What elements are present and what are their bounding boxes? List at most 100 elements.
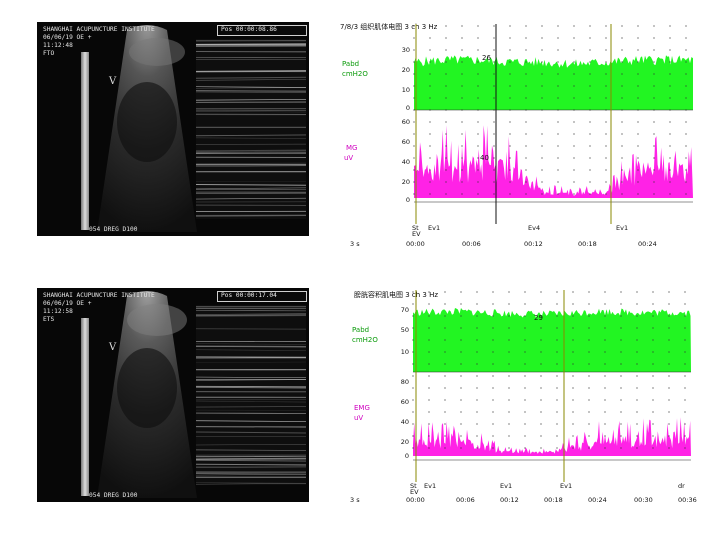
grid-dot: [413, 61, 415, 63]
grid-dot: [460, 387, 462, 389]
grid-dot: [428, 351, 430, 353]
m-mode-line: [196, 152, 306, 154]
grid-dot: [461, 169, 463, 171]
grid-dot: [492, 339, 494, 341]
grid-dot: [668, 375, 670, 377]
grid-dot: [620, 291, 622, 293]
grayscale-bar: [81, 52, 89, 230]
grid-dot: [412, 315, 414, 317]
grid-dot: [540, 363, 542, 365]
grid-dot: [509, 193, 511, 195]
grid-dot: [492, 303, 494, 305]
m-mode-line: [196, 79, 306, 81]
grid-dot: [428, 399, 430, 401]
emg-trace: [414, 125, 693, 198]
grid-dot: [684, 399, 686, 401]
grid-dot: [428, 447, 430, 449]
grid-dot: [589, 85, 591, 87]
grid-dot: [429, 121, 431, 123]
grid-dot: [573, 85, 575, 87]
grid-dot: [589, 25, 591, 27]
grid-dot: [573, 73, 575, 75]
code-label: FTO: [43, 50, 55, 57]
grid-dot: [684, 339, 686, 341]
grid-dot: [556, 291, 558, 293]
grid-dot: [588, 447, 590, 449]
event-label: Ev1: [616, 224, 629, 232]
m-mode-line: [196, 420, 306, 423]
grid-dot: [668, 447, 670, 449]
grid-dot: [461, 61, 463, 63]
m-mode-line: [196, 459, 306, 462]
grid-dot: [572, 447, 574, 449]
m-mode-line: [196, 134, 306, 137]
grid-dot: [684, 375, 686, 377]
grid-dot: [412, 303, 414, 305]
grid-dot: [460, 303, 462, 305]
grid-dot: [668, 303, 670, 305]
grid-dot: [540, 291, 542, 293]
grid-dot: [413, 85, 415, 87]
grid-dot: [668, 387, 670, 389]
grid-dot: [556, 387, 558, 389]
grid-dot: [605, 61, 607, 63]
grid-dot: [477, 193, 479, 195]
grid-dot: [508, 399, 510, 401]
m-mode-line: [196, 406, 306, 408]
institute-label: SHANGHAI ACUPUNCTURE INSTITUTE: [43, 26, 155, 33]
grid-dot: [461, 25, 463, 27]
grid-dot: [460, 375, 462, 377]
grid-dot: [429, 193, 431, 195]
grid-dot: [524, 363, 526, 365]
grid-dot: [636, 363, 638, 365]
grid-dot: [604, 399, 606, 401]
grid-dot: [652, 375, 654, 377]
emg-tick-label: 80: [400, 378, 409, 386]
grid-dot: [605, 85, 607, 87]
grid-dot: [620, 375, 622, 377]
x-tick-label: 00:06: [462, 240, 481, 248]
grid-dot: [620, 327, 622, 329]
position-label: Pos 00:00:17.04: [221, 292, 277, 299]
event-label: Ev1: [428, 224, 441, 232]
grid-dot: [604, 387, 606, 389]
grid-dot: [413, 49, 415, 51]
bottom-label-ev: EV: [412, 230, 421, 238]
trace-plot: [413, 24, 693, 224]
grid-dot: [636, 315, 638, 317]
grid-dot: [428, 423, 430, 425]
v-marker: V: [109, 342, 117, 353]
grid-dot: [572, 399, 574, 401]
grid-dot: [620, 399, 622, 401]
grid-dot: [428, 387, 430, 389]
event-label: St: [410, 482, 417, 490]
grid-dot: [444, 303, 446, 305]
grid-dot: [604, 447, 606, 449]
grid-dot: [428, 291, 430, 293]
grid-dot: [557, 145, 559, 147]
grid-dot: [557, 193, 559, 195]
grid-dot: [652, 363, 654, 365]
m-mode-line: [196, 149, 306, 152]
grid-dot: [445, 97, 447, 99]
grid-dot: [636, 399, 638, 401]
grid-dot: [477, 133, 479, 135]
grid-dot: [428, 327, 430, 329]
grid-dot: [620, 315, 622, 317]
grid-dot: [636, 291, 638, 293]
grid-dot: [572, 303, 574, 305]
grid-dot: [573, 61, 575, 63]
grid-dot: [412, 435, 414, 437]
emg-tick-label: 20: [400, 438, 409, 446]
grid-dot: [557, 85, 559, 87]
grid-dot: [540, 423, 542, 425]
event-label: Ev1: [500, 482, 513, 490]
grid-dot: [685, 61, 687, 63]
grid-dot: [668, 423, 670, 425]
grid-dot: [460, 315, 462, 317]
grid-dot: [572, 327, 574, 329]
emg-tick-label: 60: [401, 138, 410, 146]
grid-dot: [684, 387, 686, 389]
grid-dot: [541, 133, 543, 135]
x-tick-label: 00:24: [638, 240, 657, 248]
